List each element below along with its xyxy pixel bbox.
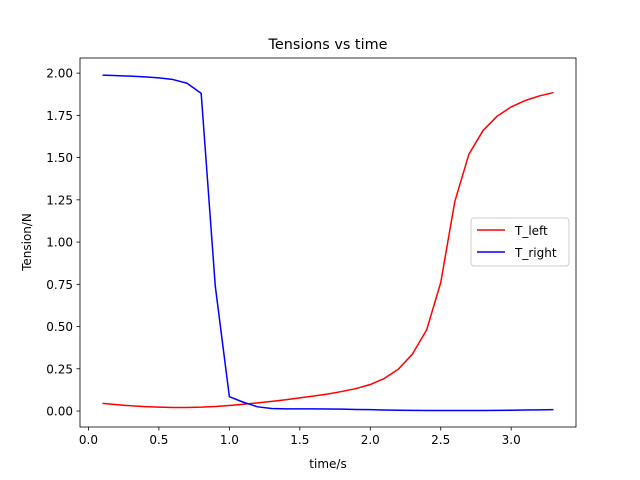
legend-label-t-right: T_right [514, 246, 557, 260]
x-tick-label: 2.0 [361, 433, 380, 447]
axes-frame [79, 57, 577, 428]
y-tick-label: 0.00 [46, 405, 73, 419]
series-line-t-left [102, 91, 554, 409]
series-lines [102, 74, 554, 412]
y-axis-ticks: 0.00 0.25 0.50 0.75 1.00 1.25 1.50 1.75 2.00 [46, 67, 80, 419]
y-tick-label: 1.25 [46, 193, 73, 207]
y-tick-label: 0.50 [46, 320, 73, 334]
legend: T_left T_right [470, 217, 570, 267]
y-axis-label: Tension/N [20, 213, 34, 272]
y-tick-label: 0.25 [46, 362, 73, 376]
x-tick-label: 0.5 [149, 433, 168, 447]
x-tick-label: 1.0 [220, 433, 239, 447]
chart-title: Tensions vs time [268, 37, 388, 53]
y-tick-label: 0.75 [46, 278, 73, 292]
x-axis-ticks: 0.0 0.5 1.0 1.5 2.0 2.5 3.0 [79, 427, 521, 447]
x-tick-label: 0.0 [79, 433, 98, 447]
y-tick-label: 1.50 [46, 151, 73, 165]
x-axis-label: time/s [309, 457, 346, 471]
x-tick-label: 3.0 [502, 433, 521, 447]
x-tick-label: 1.5 [290, 433, 309, 447]
series-line-t-right [102, 74, 554, 412]
x-tick-label: 2.5 [431, 433, 450, 447]
y-tick-label: 1.00 [46, 236, 73, 250]
y-tick-label: 2.00 [46, 67, 73, 81]
legend-label-t-left: T_left [514, 224, 548, 238]
y-tick-label: 1.75 [46, 109, 73, 123]
